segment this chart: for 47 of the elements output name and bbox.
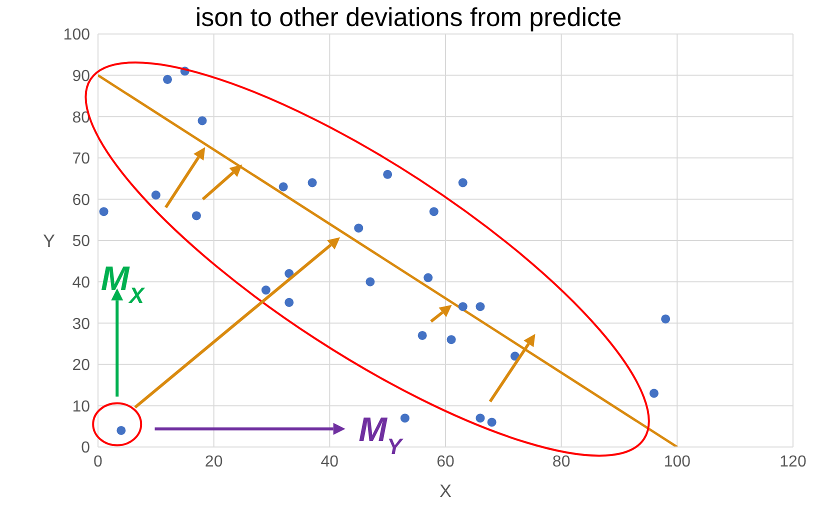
y-tick-label: 10 <box>72 398 90 416</box>
point <box>458 178 468 188</box>
point <box>487 418 496 427</box>
point <box>366 277 375 286</box>
point <box>354 224 364 233</box>
point <box>383 170 392 179</box>
y-tick-label: 90 <box>72 68 90 85</box>
y-tick-label: 20 <box>72 357 90 374</box>
y-tick-label: 50 <box>72 233 90 250</box>
point <box>284 298 294 307</box>
point <box>278 182 288 192</box>
x-tick-label: 0 <box>94 453 103 470</box>
point <box>476 302 485 312</box>
x-axis-title: X <box>439 481 452 501</box>
point <box>418 330 427 340</box>
point <box>446 335 456 344</box>
point <box>192 211 201 220</box>
x-tick-label: 80 <box>552 453 570 470</box>
point <box>308 178 317 188</box>
point <box>458 302 468 312</box>
point <box>661 314 670 324</box>
x-tick-label: 120 <box>780 453 806 470</box>
point <box>429 207 438 216</box>
chart-title: ison to other deviations from predicte <box>195 2 622 32</box>
point <box>476 414 485 423</box>
y-tick-label: 60 <box>72 192 90 209</box>
x-tick-label: 40 <box>320 453 339 470</box>
point <box>116 426 126 435</box>
annotation: M$_{X}$ <box>100 260 146 308</box>
y-tick-label: 0 <box>81 440 90 457</box>
y-tick-label: 30 <box>72 316 90 333</box>
y-axis-title: Y <box>43 230 56 251</box>
x-tick-label: 20 <box>204 453 223 470</box>
point <box>162 74 172 84</box>
point <box>151 190 160 200</box>
point <box>261 286 270 295</box>
annotation: M$_{Y}$ <box>358 410 404 458</box>
y-tick-label: 70 <box>72 150 90 168</box>
point <box>99 207 108 216</box>
point <box>400 414 410 423</box>
point <box>424 273 433 282</box>
point <box>198 116 207 126</box>
y-tick-label: 100 <box>63 26 90 44</box>
y-tick-label: 40 <box>72 274 90 292</box>
x-tick-label: 60 <box>436 453 454 470</box>
x-tick-label: 100 <box>664 453 691 470</box>
point <box>649 388 659 398</box>
